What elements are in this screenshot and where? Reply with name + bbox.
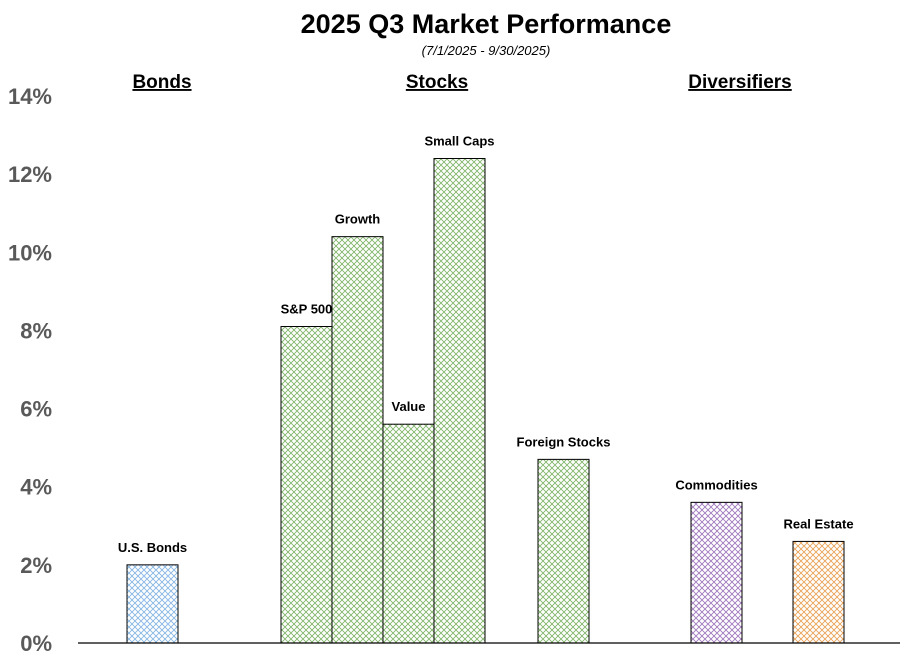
y-tick-label: 6% xyxy=(20,397,52,422)
group-label: Bonds xyxy=(132,72,191,93)
bar-label: S&P 500 xyxy=(281,302,333,317)
group-label: Diversifiers xyxy=(688,72,792,93)
bar-label: Foreign Stocks xyxy=(517,434,611,449)
y-tick-label: 10% xyxy=(8,240,52,265)
y-tick-label: 4% xyxy=(20,475,52,500)
bar xyxy=(433,158,486,644)
bar-label: Value xyxy=(392,399,426,414)
group-label: Stocks xyxy=(406,72,468,93)
chart-title: 2025 Q3 Market Performance xyxy=(301,9,672,39)
bar-label: Commodities xyxy=(675,477,757,492)
bar xyxy=(792,540,845,644)
bar xyxy=(126,564,179,644)
bar-label: Small Caps xyxy=(424,134,494,149)
bar-label: Growth xyxy=(335,212,381,227)
bar-label: Real Estate xyxy=(783,516,853,531)
bar xyxy=(690,501,743,644)
bar-label: U.S. Bonds xyxy=(118,540,187,555)
bar xyxy=(382,423,435,644)
y-tick-label: 8% xyxy=(20,318,52,343)
bar xyxy=(331,236,384,644)
bar xyxy=(280,326,333,644)
bar xyxy=(537,458,590,644)
y-tick-label: 0% xyxy=(20,631,52,656)
y-tick-label: 2% xyxy=(20,553,52,578)
chart-subtitle: (7/1/2025 - 9/30/2025) xyxy=(422,43,551,58)
y-tick-label: 14% xyxy=(8,84,52,109)
y-tick-label: 12% xyxy=(8,162,52,187)
